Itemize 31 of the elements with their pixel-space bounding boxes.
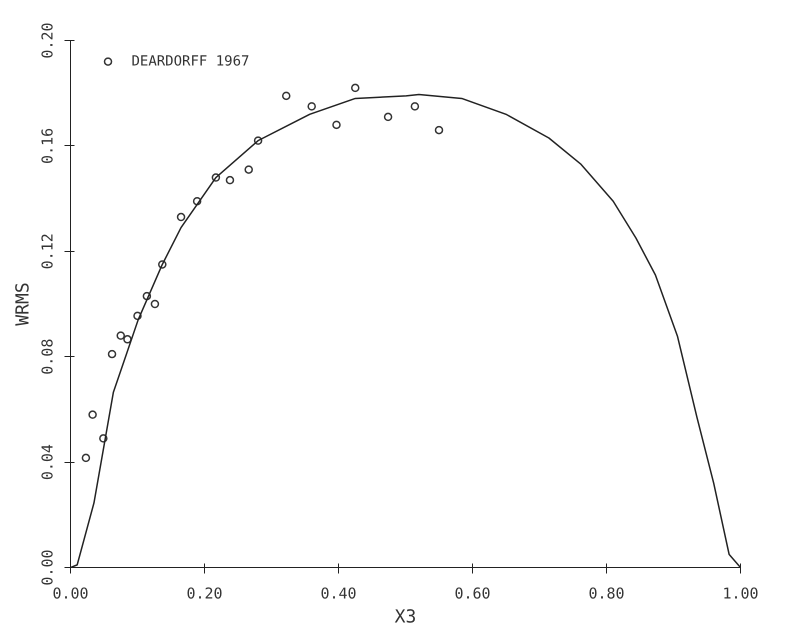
x-tick-label: 0.60 xyxy=(454,584,491,602)
y-tick-label: 0.16 xyxy=(38,128,56,164)
point xyxy=(108,350,116,358)
point xyxy=(176,212,186,222)
point xyxy=(282,92,290,100)
series-label: DEARDORFF 1967 xyxy=(131,54,250,70)
point xyxy=(104,57,112,66)
point xyxy=(88,410,97,419)
point xyxy=(82,454,90,462)
y-tick-label: 0.20 xyxy=(38,22,56,59)
x-tick-label: 1.00 xyxy=(722,584,759,602)
x-axis-title: X3 xyxy=(394,606,416,628)
point xyxy=(150,300,160,308)
point xyxy=(351,84,360,92)
x-tick-label: 0.20 xyxy=(186,584,223,602)
point xyxy=(410,102,420,111)
y-axis-title: WRMS xyxy=(12,282,34,326)
y-tick-label: 0.12 xyxy=(38,233,56,270)
point xyxy=(384,112,392,122)
point xyxy=(332,120,341,130)
point xyxy=(123,335,132,344)
point xyxy=(226,176,234,184)
point xyxy=(307,102,316,111)
point xyxy=(434,126,444,134)
point xyxy=(244,165,253,174)
x-tick-label: 0.40 xyxy=(320,584,357,602)
y-tick-label: 0.08 xyxy=(38,338,56,375)
y-tick-label: 0.04 xyxy=(38,444,56,480)
x-tick-label: 0.80 xyxy=(588,584,625,602)
point xyxy=(116,331,125,340)
x-tick-label: 0.00 xyxy=(52,584,89,602)
